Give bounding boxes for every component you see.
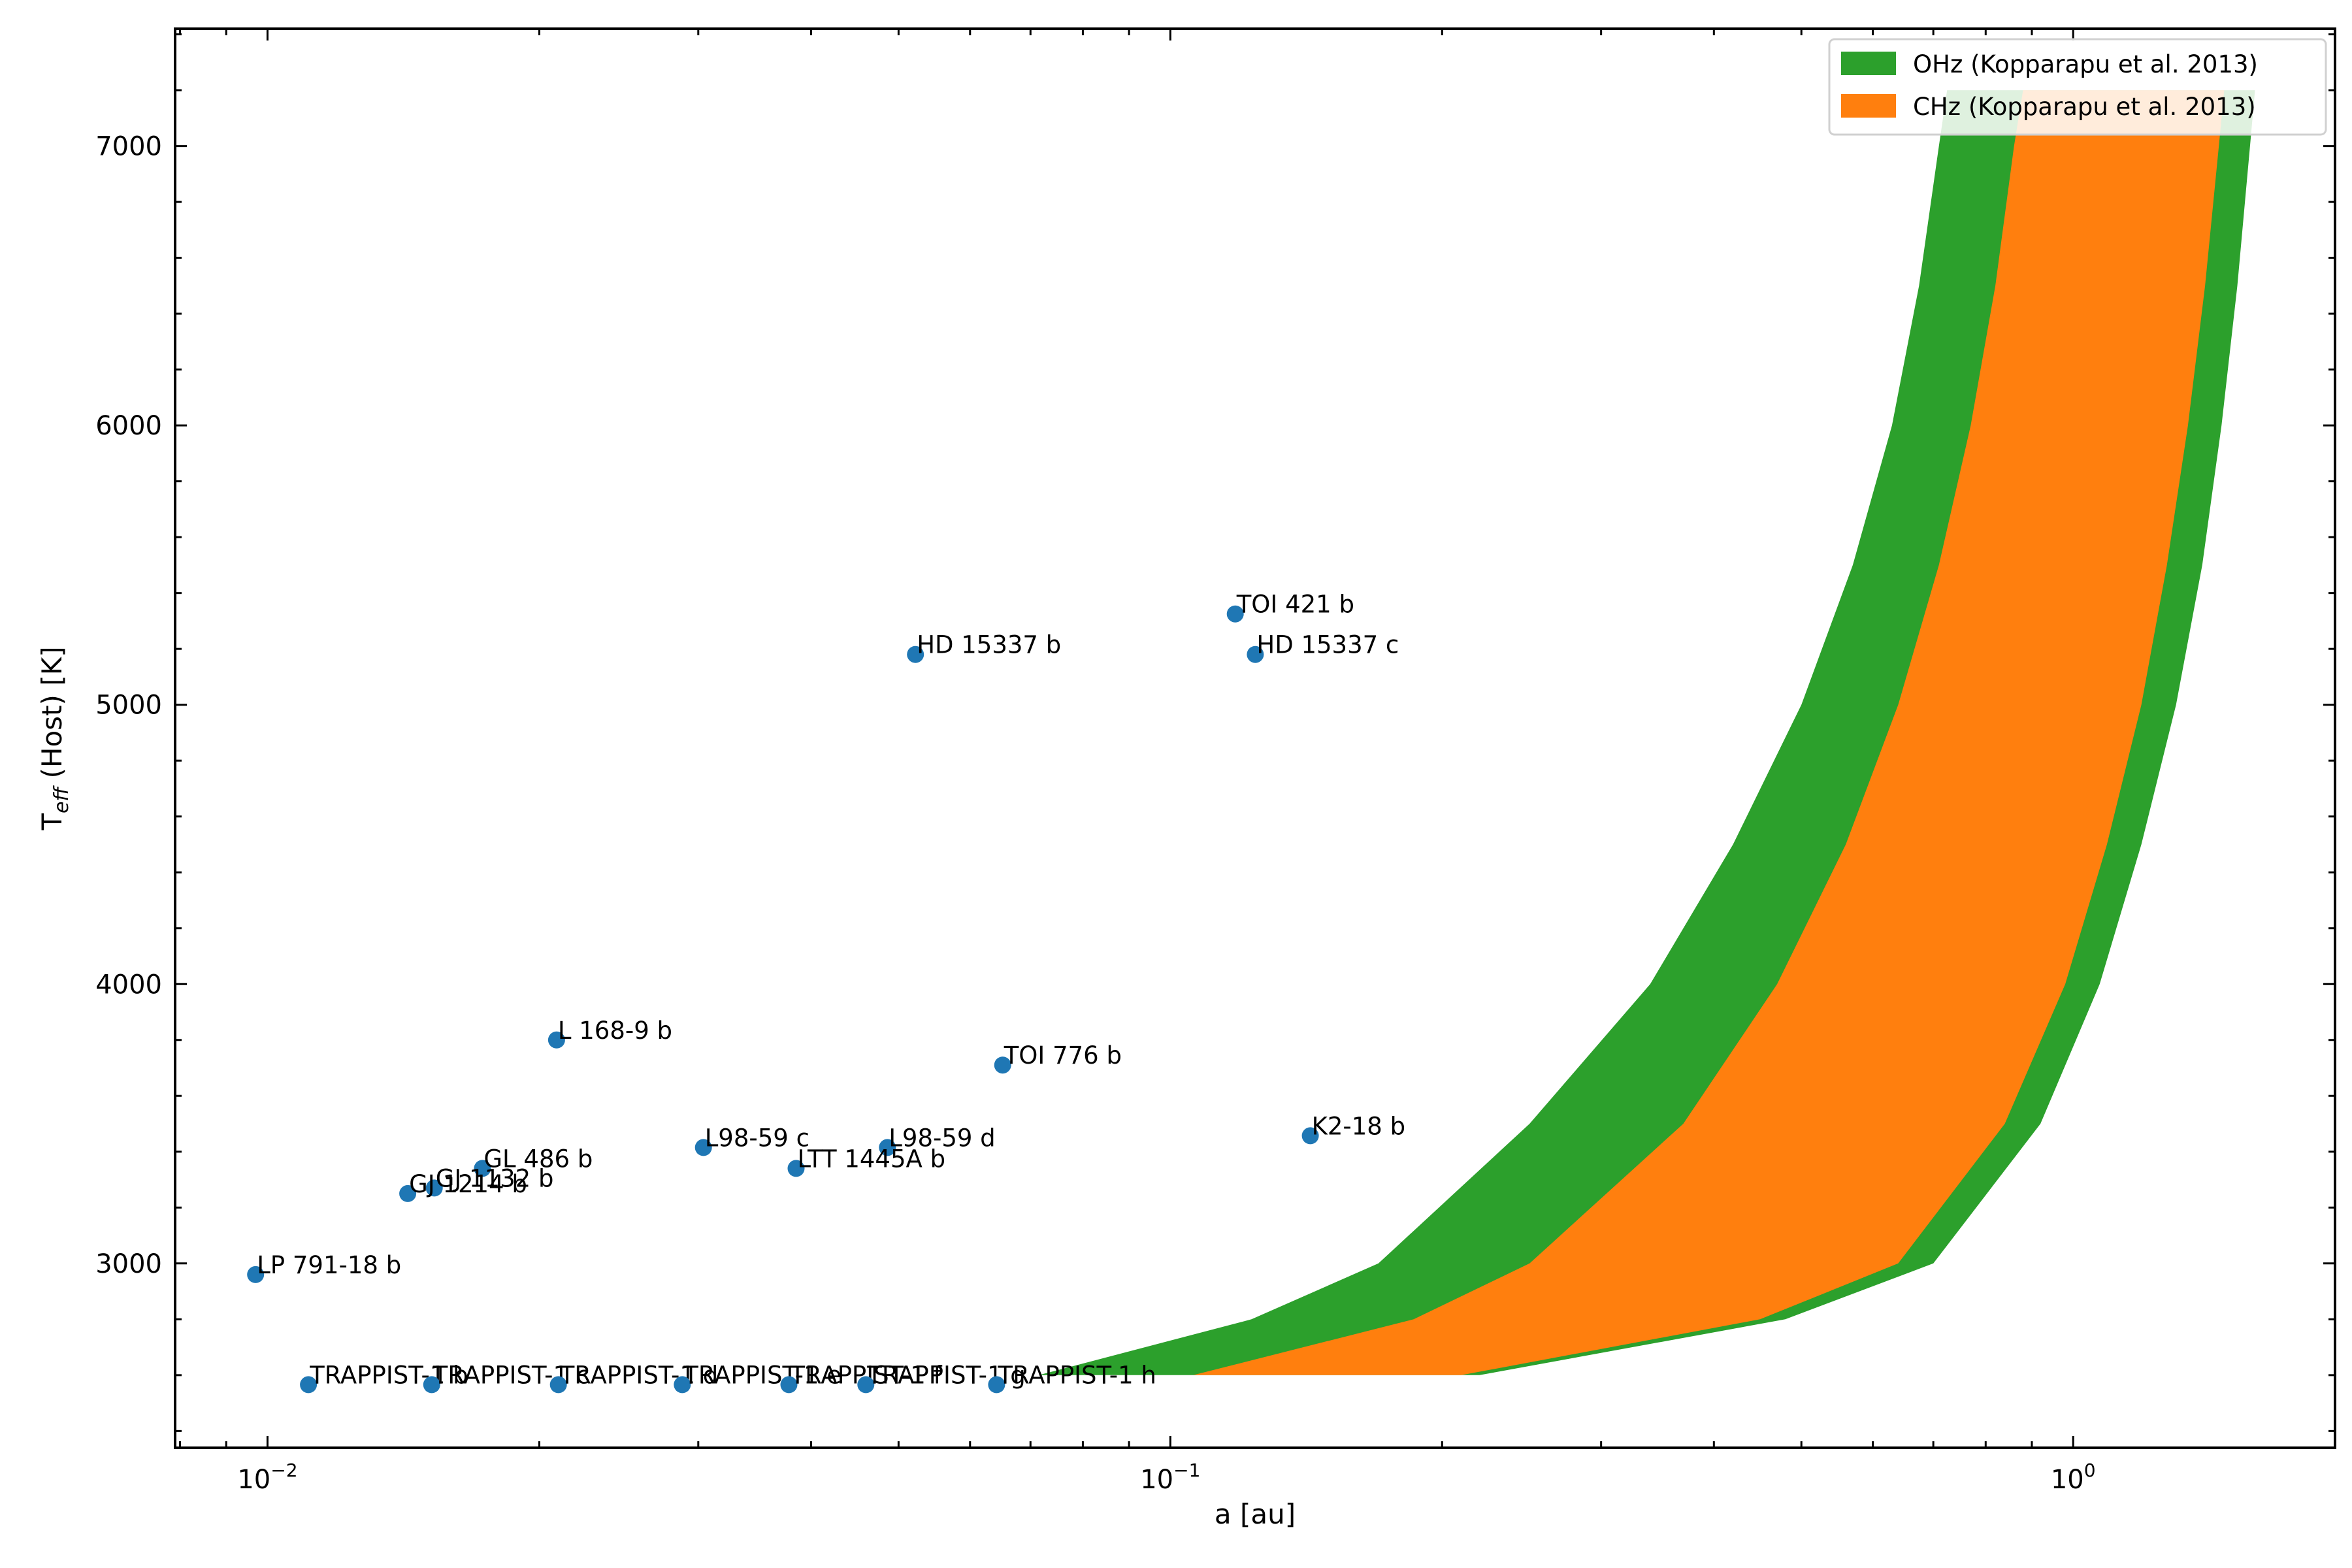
legend: OHz (Kopparapu et al. 2013) CHz (Koppara… (1828, 38, 2327, 136)
planet-point (1226, 605, 1244, 623)
legend-label-ohz: OHz (Kopparapu et al. 2013) (1913, 50, 2258, 78)
planet-point (1301, 1127, 1319, 1145)
planet-point (988, 1376, 1005, 1394)
chz-band (1193, 90, 2225, 1375)
y-axis-label-main: T (36, 813, 68, 831)
planet-label: L 168-9 b (558, 1017, 672, 1045)
planet-label: L98-59 d (889, 1124, 995, 1152)
planet-label: TRAPPIST-1 h (997, 1361, 1156, 1389)
planet-label: GL 486 b (483, 1145, 593, 1173)
planet-point (549, 1376, 567, 1394)
y-tick-label: 5000 (95, 691, 162, 721)
planet-point (1247, 645, 1264, 663)
plot-frame (174, 27, 2336, 1449)
legend-label-chz: CHz (Kopparapu et al. 2013) (1913, 93, 2256, 121)
y-tick-label: 7000 (95, 132, 162, 162)
planet-label: L98-59 c (705, 1124, 809, 1152)
planet-label: K2-18 b (1312, 1112, 1405, 1140)
planet-label: TOI 421 b (1236, 591, 1354, 619)
x-axis-label: a [au] (1215, 1498, 1296, 1530)
planet-point (787, 1160, 805, 1177)
planet-point (300, 1376, 318, 1394)
planet-point (780, 1376, 798, 1394)
planet-label: TRAPPIST-1 e (683, 1361, 841, 1389)
planet-label: TRAPPIST-1 d (559, 1361, 718, 1389)
planet-label: GJ 1132 b (436, 1164, 554, 1192)
planet-point (879, 1139, 896, 1156)
planet-point (694, 1139, 712, 1156)
planet-point (423, 1376, 440, 1394)
planet-point (857, 1376, 875, 1394)
planet-label: GJ 1214 b (409, 1170, 527, 1198)
legend-swatch-chz (1841, 94, 1896, 118)
planet-point (994, 1056, 1011, 1074)
planet-label: HD 15337 b (917, 631, 1061, 659)
habitable-zones (1039, 90, 2255, 1375)
planet-point (547, 1031, 565, 1049)
planet-label: TOI 776 b (1004, 1041, 1122, 1070)
planet-label: TRAPPIST-1 b (309, 1361, 468, 1389)
legend-swatch-ohz (1841, 52, 1896, 75)
y-axis-label-rest: (Host) [K] (36, 646, 68, 787)
planet-label: HD 15337 c (1256, 631, 1399, 659)
axis-ticks: 3000 4000 5000 6000 7000 10−2 10−1 100 (95, 29, 2335, 1495)
planet-label: LTT 1445A b (798, 1145, 946, 1173)
planet-point (907, 645, 924, 663)
x-tick-label: 10−1 (1140, 1460, 1200, 1495)
planet-label: LP 791-18 b (257, 1251, 401, 1279)
planet-point (674, 1376, 691, 1394)
y-tick-label: 3000 (95, 1249, 162, 1279)
planet-point (247, 1266, 265, 1283)
data-points: TOI 421 b HD 15337 b HD 15337 c L 168-9 b TO… (247, 591, 1405, 1394)
y-tick-label: 6000 (95, 411, 162, 441)
y-axis-label: Teff (Host) [K] (36, 646, 73, 830)
planet-point (425, 1179, 443, 1197)
y-tick-label: 4000 (95, 970, 162, 1000)
planet-point (399, 1184, 417, 1202)
y-axis-label-subscript: eff (50, 785, 73, 813)
legend-box (1828, 38, 2327, 136)
planet-point (474, 1160, 491, 1177)
x-tick-label: 10−2 (237, 1460, 297, 1495)
x-tick-label: 100 (2051, 1460, 2096, 1495)
